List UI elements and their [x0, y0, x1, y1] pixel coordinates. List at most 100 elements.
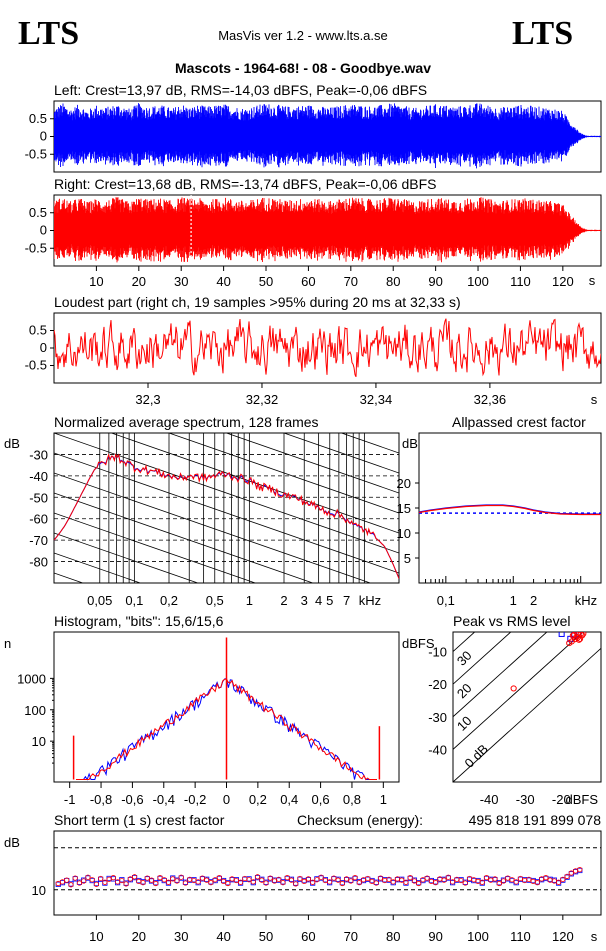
crest-point-right	[445, 874, 451, 880]
crest-xtick-label: 120	[552, 929, 574, 944]
peak-vs-rms-title: Peak vs RMS level	[453, 613, 570, 629]
peak-vs-rms-xtick-label: -20	[552, 792, 571, 807]
crest-point-right	[339, 880, 345, 887]
peak-vs-rms-diagonal	[453, 632, 584, 750]
crest-point-right	[348, 878, 354, 884]
spectrum-xtick-label: 5	[326, 593, 333, 608]
crest-point-right	[182, 880, 189, 886]
crest-point-right	[72, 875, 78, 881]
crest-point-right	[505, 875, 511, 881]
histogram-xtick-label: 1	[380, 792, 387, 807]
peak-vs-rms-diagonal-label: 20	[454, 680, 475, 701]
crest-point-right	[123, 881, 129, 887]
crest-point-right	[110, 875, 116, 881]
right-waveform	[54, 197, 601, 263]
crest-point-right	[55, 880, 61, 887]
crest-point-right	[144, 875, 150, 881]
crest-point-right	[318, 874, 324, 880]
crest-point-right	[216, 875, 222, 881]
histogram-ytick-label: 1000	[17, 671, 46, 686]
spectrum-xtick-label: 1	[246, 593, 253, 608]
left-ytick-label: 0.5	[29, 111, 47, 126]
time-xtick-label: 90	[428, 274, 442, 289]
peak-vs-rms-ytick-label: -20	[428, 677, 447, 692]
crest-point-right	[462, 880, 468, 886]
crest-point-right	[458, 877, 464, 884]
crest-point-right	[356, 880, 362, 886]
peak-vs-rms-point-right	[566, 639, 573, 647]
crest-point-right	[221, 878, 227, 885]
loudest-ytick-label: 0.5	[29, 323, 47, 338]
crest-point-right	[543, 875, 549, 881]
peak-vs-rms-xlabel: dBFS	[565, 792, 598, 807]
peak-vs-rms-xtick-label: -40	[480, 792, 499, 807]
spectrum-slope-line	[54, 512, 257, 583]
loudest-ytick-label: 0	[40, 340, 47, 355]
spectrum-xtick-label: 0,2	[160, 593, 178, 608]
histogram-xtick-label: 0,4	[280, 792, 298, 807]
crest-point-right	[89, 877, 95, 883]
crest-point-right	[560, 876, 566, 882]
spectrum-slope-line	[54, 452, 399, 574]
crest-point-right	[199, 875, 206, 881]
crest-point-right	[373, 880, 379, 886]
peak-vs-rms-frame	[452, 631, 602, 783]
crest-point-right	[165, 879, 172, 885]
peak-vs-rms-point-right	[580, 632, 587, 637]
crest-point-right	[517, 875, 524, 882]
crest-xtick-label: 50	[259, 929, 273, 944]
crest-point-right	[509, 877, 515, 883]
crest-point-right	[500, 878, 507, 884]
right-ytick-label: 0.5	[29, 205, 47, 220]
crest-point-right	[208, 880, 214, 886]
crest-point-right	[479, 879, 485, 885]
crest-xtick-label: 100	[467, 929, 489, 944]
crest-point-right	[76, 880, 83, 886]
crest-point-right	[174, 878, 180, 884]
crest-point-right	[310, 879, 316, 885]
crest-point-right	[161, 877, 167, 883]
time-xtick-label: 50	[259, 274, 273, 289]
crest-point-right	[102, 879, 108, 885]
crest-point-right	[555, 879, 562, 885]
crest-point-right	[335, 877, 341, 883]
crest-point-right	[441, 877, 447, 883]
crest-point-right	[271, 878, 278, 884]
crest-point-right	[492, 876, 498, 882]
spectrum-slope-line	[54, 492, 314, 583]
histogram-ytick-label: 10	[32, 734, 46, 749]
left-ytick-label: -0.5	[25, 146, 47, 161]
peak-vs-rms-ylabel: dBFS	[402, 636, 435, 651]
spectrum-ytick-label: -50	[29, 490, 48, 505]
crest-point-right	[513, 879, 519, 885]
peak-vs-rms-point-right	[570, 632, 578, 639]
crest-point-right	[526, 876, 532, 882]
spectrum-right-curve	[54, 453, 399, 579]
crest-point-right	[263, 880, 269, 886]
crest-point-right	[420, 877, 426, 883]
crest-point-right	[267, 875, 273, 881]
allpass-ytick-label: 10	[397, 526, 411, 541]
crest-point-right	[331, 875, 337, 881]
left-waveform	[54, 103, 601, 169]
time-xtick-label: 70	[344, 274, 358, 289]
crest-point-right	[416, 880, 422, 887]
crest-point-right	[483, 875, 490, 881]
crest-point-right	[305, 876, 312, 882]
crest-point-right	[276, 876, 282, 882]
crest-point-right	[259, 877, 265, 883]
spectrum-ylabel: dB	[4, 436, 20, 451]
peak-vs-rms-diagonal-label: 30	[454, 648, 475, 669]
spectrum-ytick-label: -80	[29, 555, 48, 570]
crest-xtick-label: 10	[89, 929, 103, 944]
crest-point-right	[119, 877, 125, 884]
crest-xtick-label: 110	[510, 929, 531, 944]
crest-point-right	[284, 875, 290, 881]
checksum-label: Checksum (energy):	[297, 812, 423, 828]
crest-point-right	[568, 870, 574, 876]
crest-point-right	[327, 879, 333, 885]
spectrum-xtick-label: 4	[315, 593, 322, 608]
crest-xtick-label: 20	[132, 929, 146, 944]
waveform-x-unit: s	[589, 273, 596, 288]
